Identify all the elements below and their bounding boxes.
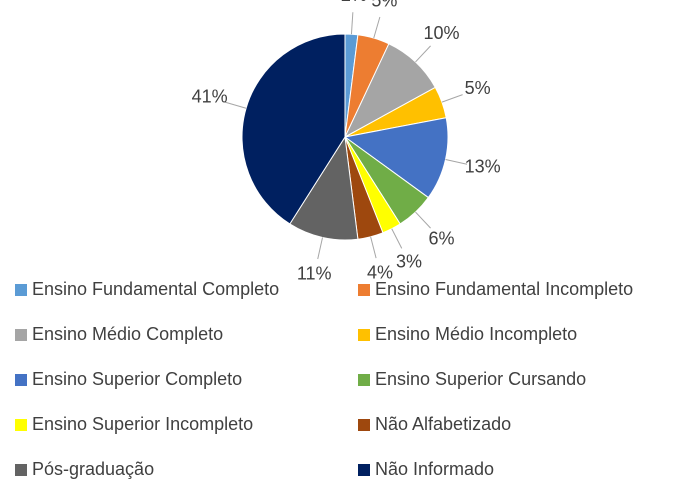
data-label: 2% — [341, 0, 367, 5]
leader-line — [317, 237, 324, 260]
legend-label: Não Informado — [375, 459, 494, 479]
data-label: 5% — [371, 0, 397, 10]
legend-swatch — [15, 374, 27, 386]
leader-line — [224, 101, 247, 109]
legend-swatch — [358, 284, 370, 296]
leader-line — [370, 236, 377, 259]
leader-line — [441, 94, 463, 103]
legend-label: Não Alfabetizado — [375, 414, 511, 434]
legend-swatch — [358, 464, 370, 476]
legend-label: Ensino Fundamental Incompleto — [375, 279, 633, 299]
legend-swatch — [358, 374, 370, 386]
legend-swatch — [15, 464, 27, 476]
leader-line — [391, 228, 403, 249]
legend-label: Ensino Superior Incompleto — [32, 414, 253, 434]
leader-line — [350, 12, 354, 35]
data-label: 13% — [465, 157, 501, 177]
leader-line — [415, 45, 431, 63]
data-label: 11% — [297, 263, 332, 283]
data-label: 41% — [192, 86, 228, 106]
legend-label: Pós-graduação — [32, 459, 154, 479]
legend-label: Ensino Fundamental Completo — [32, 279, 279, 299]
legend-label: Ensino Superior Cursando — [375, 369, 586, 389]
legend-label: Ensino Médio Incompleto — [375, 324, 577, 344]
leader-line — [373, 16, 381, 39]
data-label: 10% — [424, 23, 460, 43]
data-label: 4% — [367, 262, 393, 282]
leader-line — [445, 158, 468, 165]
data-label: 5% — [465, 78, 491, 98]
legend-swatch — [358, 419, 370, 431]
legend-swatch — [15, 284, 27, 296]
legend-swatch — [15, 329, 27, 341]
data-label: 3% — [396, 251, 422, 271]
legend-label: Ensino Superior Completo — [32, 369, 242, 389]
legend-label: Ensino Médio Completo — [32, 324, 223, 344]
legend-swatch — [15, 419, 27, 431]
pie-slice — [289, 135, 359, 241]
leader-line — [415, 211, 431, 229]
data-label: 6% — [429, 229, 455, 249]
legend-swatch — [358, 329, 370, 341]
